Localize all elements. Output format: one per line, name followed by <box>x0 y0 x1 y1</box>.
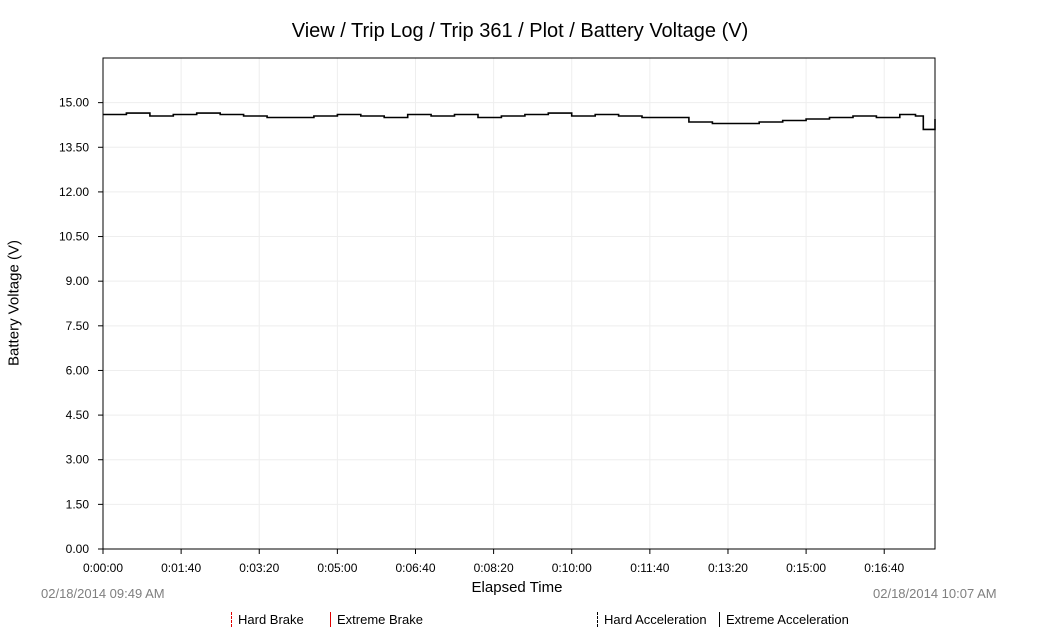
y-tick-label: 15.00 <box>59 96 89 110</box>
x-tick-label: 0:05:00 <box>317 561 357 575</box>
x-tick-label: 0:13:20 <box>708 561 748 575</box>
x-tick-label: 0:10:00 <box>552 561 592 575</box>
series-layer <box>103 112 936 131</box>
y-tick-label: 0.00 <box>66 542 90 556</box>
plot-frame <box>102 57 936 550</box>
tick-layer: 0.00 1.50 3.00 4.50 6.00 7.50 9.00 10.50 12.00 13… <box>59 96 905 575</box>
x-tick-label: 0:15:00 <box>786 561 826 575</box>
y-tick-label: 6.00 <box>66 363 90 377</box>
x-tick-label: 0:00:00 <box>83 561 123 575</box>
y-axis-label: Battery Voltage (V) <box>5 240 23 366</box>
legend-hard-brake: Hard Brake <box>231 612 304 627</box>
legend-extreme-acceleration-label: Extreme Acceleration <box>726 612 849 627</box>
hard-brake-marker-icon <box>231 612 232 627</box>
x-tick-label: 0:08:20 <box>474 561 514 575</box>
legend-extreme-brake: Extreme Brake <box>330 612 423 627</box>
y-tick-label: 12.00 <box>59 185 89 199</box>
x-tick-label: 0:06:40 <box>395 561 435 575</box>
extreme-brake-marker-icon <box>330 612 331 627</box>
extreme-acceleration-marker-icon <box>719 612 720 627</box>
y-tick-label: 13.50 <box>59 140 89 154</box>
grid-layer <box>103 58 935 549</box>
x-tick-label: 0:16:40 <box>864 561 904 575</box>
legend-hard-acceleration-label: Hard Acceleration <box>604 612 707 627</box>
x-axis-label: Elapsed Time <box>471 579 563 596</box>
hard-acceleration-marker-icon <box>597 612 598 627</box>
y-tick-label: 9.00 <box>66 274 90 288</box>
legend-hard-brake-label: Hard Brake <box>238 612 304 627</box>
x-tick-label: 0:11:40 <box>630 561 669 575</box>
y-tick-label: 7.50 <box>66 319 90 333</box>
legend-extreme-acceleration: Extreme Acceleration <box>719 612 849 627</box>
y-tick-label: 1.50 <box>66 497 90 511</box>
y-tick-label: 3.00 <box>66 453 90 467</box>
end-timestamp: 02/18/2014 10:07 AM <box>873 586 997 601</box>
legend-hard-acceleration: Hard Acceleration <box>597 612 707 627</box>
start-timestamp: 02/18/2014 09:49 AM <box>41 586 165 601</box>
legend-extreme-brake-label: Extreme Brake <box>337 612 423 627</box>
battery-voltage-line <box>103 112 936 131</box>
chart-title: View / Trip Log / Trip 361 / Plot / Batt… <box>291 20 749 42</box>
y-tick-label: 4.50 <box>66 408 90 422</box>
y-tick-label: 10.50 <box>59 230 89 244</box>
x-tick-label: 0:03:20 <box>239 561 279 575</box>
x-tick-label: 0:01:40 <box>161 561 201 575</box>
